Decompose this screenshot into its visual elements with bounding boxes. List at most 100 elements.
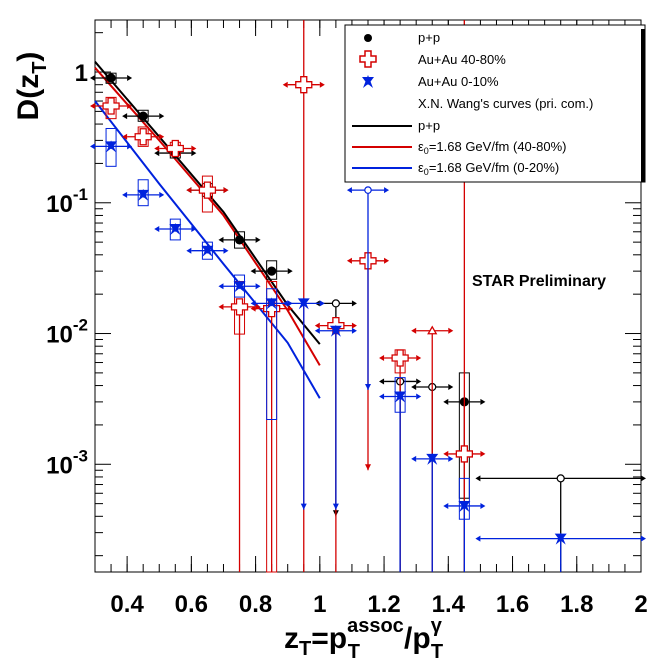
x-axis-title-eq: =p [311, 622, 347, 655]
x-error-arrow-right [448, 455, 454, 462]
x-error-arrow-right [159, 113, 165, 120]
data-point [137, 188, 150, 201]
x-axis-title-base: z [284, 622, 299, 655]
legend-marker-auau-40-80 [359, 50, 377, 68]
x-error-arrow-left [218, 236, 224, 243]
x-tick-label: 1.2 [367, 591, 400, 618]
data-point [265, 297, 278, 310]
x-error-arrow-left [411, 455, 417, 462]
y-axis-title-close: ) [12, 52, 45, 62]
x-error-arrow-left [122, 191, 128, 198]
x-tick-label: 1.8 [560, 591, 593, 618]
data-point [455, 445, 474, 463]
x-tick-label: 1 [313, 591, 326, 618]
data-point [138, 111, 148, 121]
data-point [198, 181, 217, 199]
legend-label-auau-40-80: Au+Au 40-80% [418, 52, 506, 67]
x-error-arrow-left [314, 322, 320, 329]
x-error-arrow-right [384, 257, 390, 264]
x-tick-label: 1.6 [496, 591, 529, 618]
x-error-arrow-right [480, 450, 486, 457]
x-error-arrow-right [319, 300, 325, 307]
x-tick-label: 0.4 [110, 591, 144, 618]
x-error-arrow-left [250, 268, 256, 275]
data-point [554, 532, 567, 545]
x-tick-label: 1.4 [432, 591, 466, 618]
data-point [329, 324, 342, 337]
data-point [102, 97, 120, 115]
x-error-arrow-left [443, 502, 449, 509]
x-error-arrow-right [191, 226, 197, 233]
y-tick-label: 1 [75, 60, 88, 87]
x-error-arrow-left [186, 187, 192, 194]
annotation-star-preliminary: STAR Preliminary [472, 273, 606, 290]
x-error-arrow-right [223, 247, 229, 254]
legend-label-pp: p+p [418, 30, 440, 45]
x-error-arrow-left [411, 327, 417, 334]
legend-label-curve-0-20: ε0=1.68 GeV/fm (0-20%) [418, 160, 559, 177]
x-tick-label: 0.6 [175, 591, 208, 618]
x-error-arrow-right [351, 327, 357, 334]
x-error-arrow-right [127, 143, 133, 150]
x-error-arrow-right [255, 283, 261, 290]
y-limit-arrow [365, 383, 371, 390]
x-error-arrow-left [122, 133, 128, 140]
data-point [331, 299, 340, 308]
y-tick-label: 10-3 [46, 446, 88, 479]
x-error-arrow-left [250, 305, 256, 312]
x-error-arrow-right [384, 187, 390, 194]
data-point [427, 325, 438, 335]
svg-text:D(zT): D(zT) [12, 52, 51, 121]
x-error-arrow-left [186, 247, 192, 254]
x-error-arrow-right [287, 268, 293, 275]
data-point [234, 235, 245, 245]
x-error-arrow-right [191, 150, 197, 157]
y-axis-title-base: D(z [12, 74, 45, 121]
x-error-arrow-right [159, 191, 165, 198]
systematic-box [266, 260, 278, 280]
x-error-arrow-left [443, 398, 449, 405]
x-error-arrow-left [443, 450, 449, 457]
x-error-arrow-left [314, 327, 320, 334]
x-tick-label: 2 [634, 591, 647, 618]
x-error-arrow-left [154, 226, 160, 233]
x-error-arrow-right [191, 145, 197, 152]
systematic-box [266, 288, 278, 421]
x-error-arrow-left [250, 300, 256, 307]
data-point [230, 298, 249, 316]
legend: p+p Au+Au 40-80% Au+Au 0-10% X.N. Wang's… [344, 24, 646, 183]
x-error-arrow-right [223, 187, 229, 194]
x-error-arrow-right [416, 354, 422, 361]
x-error-arrow-right [127, 102, 133, 109]
data-point [166, 139, 184, 158]
x-error-arrow-left [218, 303, 224, 310]
data-point [391, 349, 409, 367]
data-point [105, 140, 118, 153]
x-error-arrow-left [154, 145, 160, 152]
x-error-arrow-right [448, 383, 454, 390]
legend-label-curve-pp: p+p [418, 118, 440, 133]
x-error-arrow-left [379, 393, 385, 400]
x-axis-title-sup1: assoc [347, 615, 404, 637]
x-axis-title-sup2: γ [431, 615, 443, 637]
x-error-arrow-left [346, 257, 352, 264]
systematic-box [201, 175, 213, 213]
x-error-arrow-left [90, 102, 95, 109]
data-point [169, 223, 182, 236]
x-error-arrow-right [448, 327, 454, 334]
x-axis-title-sub2: T [431, 641, 443, 663]
x-axis-title-sub1: T [348, 641, 360, 663]
systematic-box [105, 127, 117, 167]
x-error-arrow-right [641, 475, 646, 482]
x-error-arrow-left [411, 383, 417, 390]
data-point [394, 390, 407, 403]
data-point [134, 128, 152, 146]
x-error-arrow-right [416, 378, 422, 385]
x-error-arrow-right [255, 236, 261, 243]
data-point [556, 474, 565, 483]
y-limit-arrow [332, 503, 339, 510]
x-error-arrow-right [319, 81, 325, 88]
x-error-arrow-left [346, 187, 352, 194]
x-error-arrow-left [282, 81, 288, 88]
